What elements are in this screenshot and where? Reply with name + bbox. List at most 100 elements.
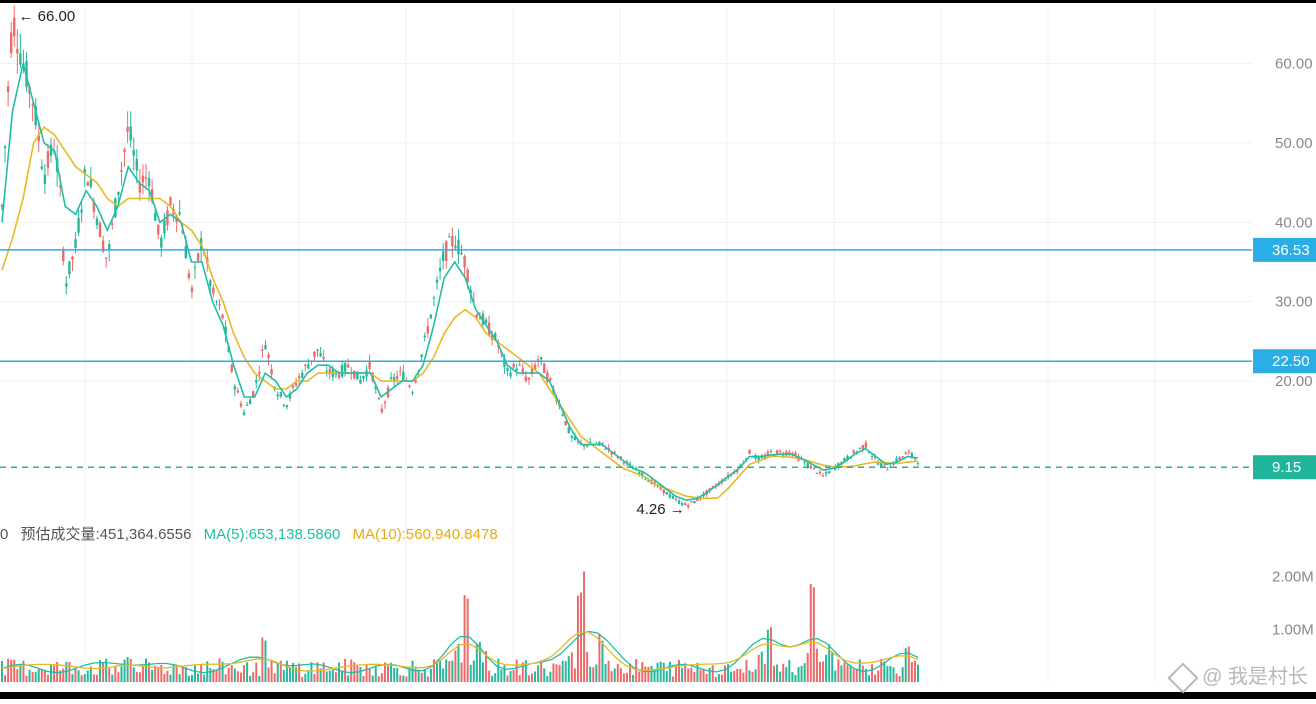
candle-body bbox=[34, 106, 37, 126]
watermark-text: @ 我是村长 bbox=[1202, 666, 1308, 688]
volume-bar bbox=[883, 661, 886, 682]
candle-body bbox=[484, 319, 488, 323]
candle-body bbox=[824, 472, 828, 474]
volume-bar bbox=[644, 666, 647, 682]
volume-bar bbox=[855, 669, 858, 682]
candle-body bbox=[916, 463, 920, 465]
volume-bar bbox=[828, 644, 831, 682]
candle-body bbox=[141, 175, 145, 183]
volume-bar bbox=[518, 675, 521, 682]
candle-body bbox=[573, 436, 577, 441]
volume-bar bbox=[108, 668, 111, 682]
volume-bar bbox=[451, 660, 454, 682]
volume-bar bbox=[488, 670, 491, 682]
candle-body bbox=[6, 86, 10, 92]
volume-bar bbox=[236, 671, 239, 682]
candle-body bbox=[77, 217, 80, 233]
candle-body bbox=[166, 210, 169, 226]
volume-bar bbox=[497, 658, 500, 682]
volume-bar bbox=[886, 666, 889, 682]
volume-bar bbox=[209, 667, 212, 682]
candle-body bbox=[71, 256, 74, 260]
volume-bar bbox=[917, 664, 919, 682]
candle-body bbox=[411, 392, 414, 394]
candle-body bbox=[261, 349, 264, 351]
volume-bar bbox=[383, 662, 386, 682]
candle-body bbox=[40, 166, 44, 169]
volume-bar bbox=[509, 671, 512, 682]
candle-body bbox=[356, 371, 359, 380]
candle-body bbox=[248, 399, 252, 405]
volume-tick-label: 2.00M bbox=[1272, 569, 1314, 586]
candle-body bbox=[561, 415, 564, 417]
volume-bar bbox=[344, 658, 347, 682]
volume-bar bbox=[380, 673, 383, 682]
volume-bar bbox=[105, 658, 108, 682]
candle-body bbox=[628, 463, 632, 465]
volume-bar bbox=[751, 671, 754, 682]
volume-bar bbox=[4, 675, 7, 682]
price-annotation: 4.26 → bbox=[636, 501, 684, 518]
candle-body bbox=[641, 472, 644, 477]
volume-bar bbox=[494, 673, 497, 682]
volume-bar bbox=[576, 595, 579, 682]
candle-body bbox=[258, 372, 261, 374]
ma-long-line bbox=[1, 125, 919, 500]
volume-bar bbox=[791, 672, 794, 682]
volume-bar bbox=[549, 671, 552, 682]
candle-body bbox=[873, 456, 877, 458]
candle-body bbox=[16, 48, 19, 54]
volume-bar bbox=[739, 668, 742, 682]
volume-bar bbox=[684, 663, 687, 682]
volume-bar bbox=[601, 640, 604, 682]
candle-body bbox=[233, 386, 237, 390]
volume-bar bbox=[736, 669, 739, 682]
candle-body bbox=[13, 17, 16, 37]
candle-body bbox=[377, 398, 381, 400]
candle-body bbox=[374, 386, 377, 389]
volume-bar bbox=[589, 666, 592, 682]
volume-bar bbox=[445, 659, 448, 682]
volume-bar bbox=[279, 660, 282, 682]
candle-body bbox=[711, 486, 714, 488]
volume-bar bbox=[564, 661, 567, 682]
candle-body bbox=[843, 458, 846, 462]
candle-body bbox=[506, 368, 509, 372]
volume-bar bbox=[806, 652, 809, 682]
candle-body bbox=[169, 197, 172, 205]
volume-bar bbox=[53, 665, 56, 682]
candle-body bbox=[178, 212, 181, 215]
candle-body bbox=[775, 450, 779, 455]
volume-bar bbox=[527, 675, 530, 682]
volume-bar bbox=[40, 669, 43, 682]
candle-body bbox=[536, 359, 540, 361]
candle-body bbox=[677, 500, 681, 504]
volume-bar bbox=[727, 664, 730, 682]
volume-bar bbox=[818, 661, 821, 682]
candle-body bbox=[282, 404, 286, 406]
candle-body bbox=[723, 479, 727, 481]
candle-body bbox=[876, 462, 880, 465]
volume-bar bbox=[475, 644, 478, 682]
candle-body bbox=[215, 301, 218, 303]
candle-body bbox=[441, 251, 445, 261]
candle-body bbox=[904, 452, 907, 455]
level-label-box bbox=[1253, 237, 1316, 262]
volume-bar bbox=[769, 627, 772, 682]
volume-bar bbox=[31, 672, 34, 682]
candle-body bbox=[402, 371, 405, 381]
candle-body bbox=[37, 135, 40, 142]
candle-body bbox=[867, 451, 871, 453]
candle-body bbox=[126, 126, 129, 132]
volume-bar bbox=[68, 662, 71, 682]
level-label: 9.15 bbox=[1272, 459, 1301, 476]
candle-body bbox=[399, 370, 402, 372]
volume-bar bbox=[647, 667, 650, 682]
volume-bar bbox=[665, 670, 668, 682]
candle-body bbox=[647, 480, 650, 482]
volume-bar bbox=[377, 676, 380, 682]
candle-body bbox=[346, 364, 350, 368]
volume-bar bbox=[160, 664, 163, 682]
candle-body bbox=[582, 444, 586, 447]
volume-bar bbox=[166, 670, 169, 682]
